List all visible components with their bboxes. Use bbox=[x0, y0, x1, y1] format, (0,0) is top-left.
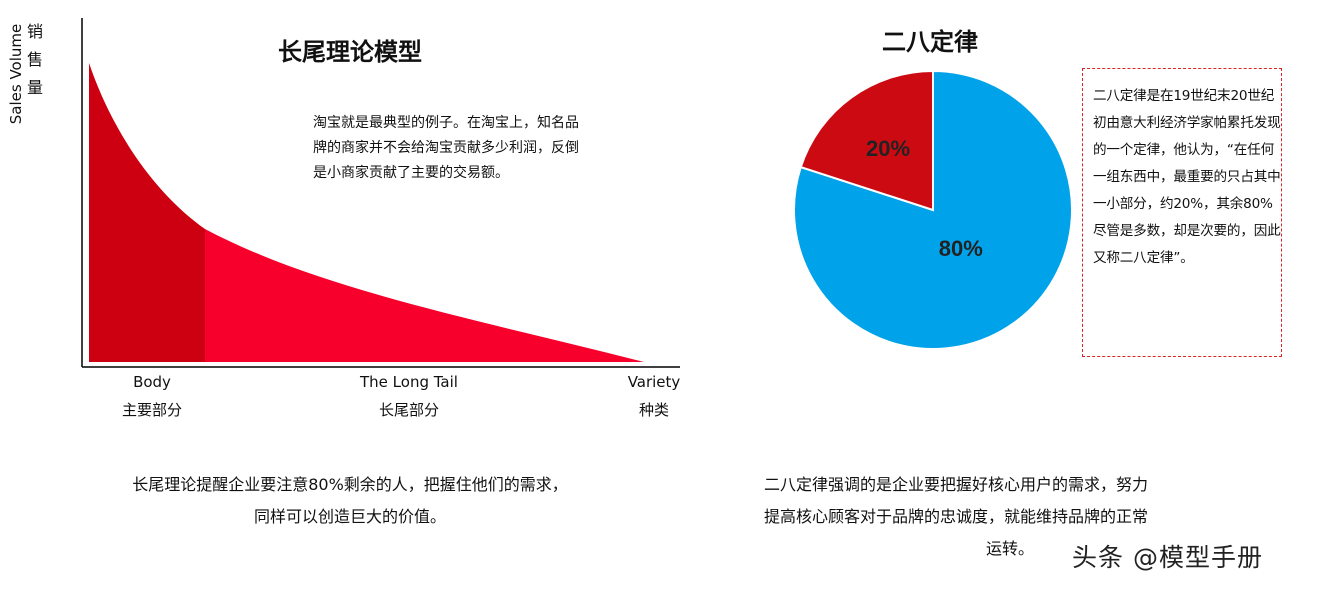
pareto-explanation: 二八定律是在19世纪末20世纪初由意大利经济学家帕累托发现的一个定律，他认为，“… bbox=[1082, 68, 1282, 357]
pie-slice-20 bbox=[799, 69, 934, 212]
x-label-body: Body 主要部分 bbox=[121, 373, 182, 419]
long-tail-note: 淘宝就是最典型的例子。在淘宝上，知名品牌的商家并不会给淘宝贡献多少利润，反倒是小… bbox=[313, 115, 579, 181]
watermark: 头条 @模型手册 bbox=[1072, 543, 1263, 572]
x-label-long-tail: The Long Tail 长尾部分 bbox=[360, 373, 458, 419]
long-tail-summary: 长尾理论提醒企业要注意80%剩余的人，把握住他们的需求， 同样可以创造巨大的价值… bbox=[132, 475, 568, 526]
pareto-summary: 二八定律强调的是企业要把握好核心用户的需求，努力 提高核心顾客对于品牌的忠诚度，… bbox=[764, 475, 1149, 558]
pareto-title: 二八定律 bbox=[882, 28, 978, 56]
pie-label-20: 20% bbox=[866, 136, 910, 161]
long-tail-chart bbox=[81, 18, 680, 368]
long-tail-title: 长尾理论模型 bbox=[278, 38, 422, 66]
pareto-pie: 80% 20% bbox=[793, 69, 1073, 350]
y-axis-label-cn: 销售量 bbox=[26, 22, 43, 97]
pie-label-80: 80% bbox=[939, 236, 983, 261]
tail-area bbox=[205, 229, 644, 362]
body-area bbox=[89, 63, 205, 362]
x-label-variety: Variety 种类 bbox=[627, 373, 681, 419]
